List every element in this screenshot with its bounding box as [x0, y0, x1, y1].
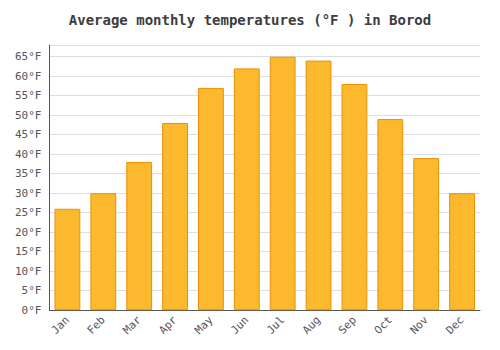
svg-text:35°F: 35°F — [15, 167, 42, 180]
svg-text:65°F: 65°F — [15, 50, 42, 63]
svg-text:40°F: 40°F — [15, 148, 42, 161]
svg-text:Dec: Dec — [443, 314, 466, 337]
svg-text:60°F: 60°F — [15, 70, 42, 83]
svg-text:45°F: 45°F — [15, 128, 42, 141]
svg-text:Jul: Jul — [264, 314, 287, 337]
svg-text:Average monthly temperatures (: Average monthly temperatures (°F ) in Bo… — [69, 12, 431, 28]
svg-text:Aug: Aug — [300, 314, 323, 337]
svg-text:May: May — [192, 313, 215, 336]
svg-text:Oct: Oct — [372, 314, 395, 337]
svg-text:Apr: Apr — [156, 313, 179, 336]
svg-text:30°F: 30°F — [15, 187, 42, 200]
svg-text:50°F: 50°F — [15, 109, 42, 122]
svg-text:10°F: 10°F — [15, 265, 42, 278]
svg-text:55°F: 55°F — [15, 89, 42, 102]
svg-text:Jun: Jun — [228, 314, 251, 337]
svg-text:Sep: Sep — [336, 314, 359, 337]
svg-text:0°F: 0°F — [22, 304, 42, 317]
svg-text:Mar: Mar — [121, 313, 144, 336]
svg-text:25°F: 25°F — [15, 206, 42, 219]
svg-text:5°F: 5°F — [22, 284, 42, 297]
svg-text:15°F: 15°F — [15, 245, 42, 258]
svg-text:20°F: 20°F — [15, 226, 42, 239]
svg-text:Nov: Nov — [408, 313, 431, 336]
svg-text:Feb: Feb — [85, 314, 108, 337]
svg-text:Jan: Jan — [49, 314, 72, 337]
